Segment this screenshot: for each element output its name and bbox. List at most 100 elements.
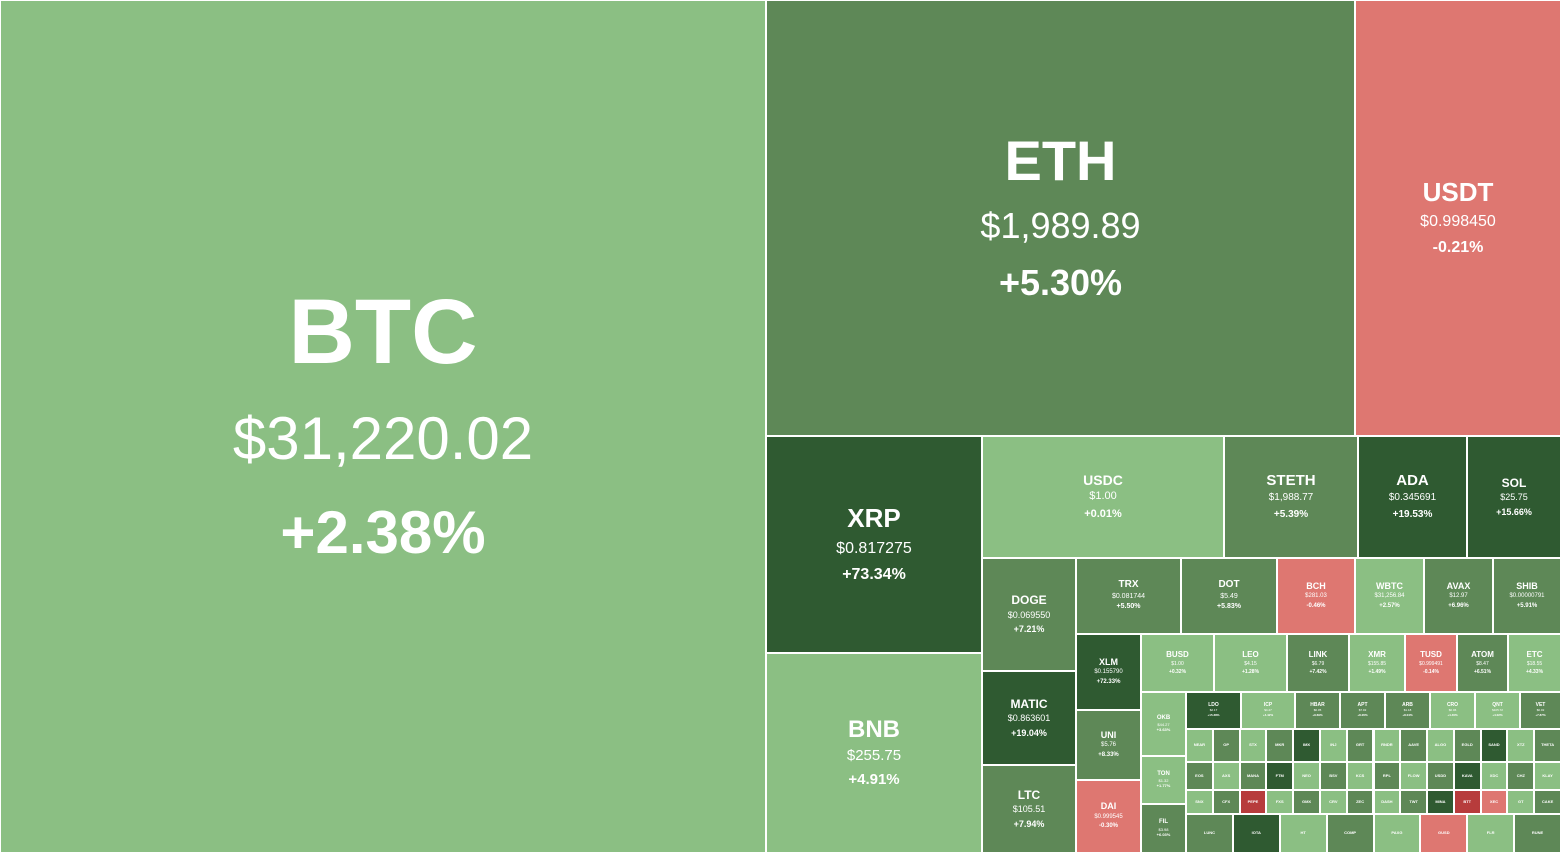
tile-hbar[interactable]: HBAR $0.05 +9.69%: [1295, 692, 1340, 729]
tile-avax[interactable]: AVAX $12.97 +6.96%: [1424, 558, 1493, 634]
tile-usdt[interactable]: USDT $0.998450 -0.21%: [1355, 0, 1561, 436]
tile-imx[interactable]: IMX: [1293, 729, 1320, 762]
tile-symbol: HBAR: [1310, 702, 1325, 709]
tile-wbtc[interactable]: WBTC $31,256.84 +2.57%: [1355, 558, 1424, 634]
tile-xtz[interactable]: XTZ: [1507, 729, 1535, 762]
tile-ht[interactable]: HT: [1279, 814, 1327, 853]
tile-arb[interactable]: ARB $1.18 +8.04%: [1385, 692, 1430, 729]
tile-usdc[interactable]: USDC $1.00 +0.01%: [982, 436, 1224, 558]
tile-kava[interactable]: KAVA: [1453, 762, 1481, 790]
tile-dot[interactable]: DOT $5.49 +5.83%: [1181, 558, 1277, 634]
tile-tusd[interactable]: TUSD $0.999491 -0.14%: [1405, 634, 1457, 692]
tile-iota[interactable]: IOTA: [1232, 814, 1280, 853]
tile-axs[interactable]: AXS: [1212, 762, 1240, 790]
tile-stx[interactable]: STX: [1239, 729, 1267, 762]
tile-bsv[interactable]: BSV: [1319, 762, 1347, 790]
tile-leo[interactable]: LEO $4.15 +1.28%: [1214, 634, 1287, 692]
tile-gt[interactable]: GT: [1507, 790, 1535, 814]
tile-usdd[interactable]: USDD: [1427, 762, 1454, 790]
tile-btt[interactable]: BTT: [1453, 790, 1481, 814]
tile-kcs[interactable]: KCS: [1346, 762, 1374, 790]
tile-chz[interactable]: CHZ: [1507, 762, 1535, 790]
tile-gusd[interactable]: GUSD: [1420, 814, 1468, 853]
tile-cfx[interactable]: CFX: [1212, 790, 1240, 814]
tile-etc[interactable]: ETC $18.55 +4.33%: [1508, 634, 1561, 692]
tile-price: $6.79: [1311, 661, 1325, 668]
tile-mkr[interactable]: MKR: [1266, 729, 1294, 762]
tile-symbol: ZEC: [1356, 798, 1365, 804]
tile-paxg[interactable]: PAXG: [1373, 814, 1421, 853]
tile-bch[interactable]: BCH $281.03 -0.46%: [1277, 558, 1355, 634]
tile-btc[interactable]: BTC $31,220.02 +2.38%: [0, 0, 766, 853]
tile-inj[interactable]: INJ: [1319, 729, 1347, 762]
tile-mana[interactable]: MANA: [1239, 762, 1267, 790]
tile-op[interactable]: OP: [1212, 729, 1240, 762]
tile-symbol: IOTA: [1251, 830, 1261, 836]
tile-neo[interactable]: NEO: [1293, 762, 1320, 790]
tile-sol[interactable]: SOL $25.75 +15.66%: [1467, 436, 1561, 558]
tile-xec[interactable]: XEC: [1480, 790, 1508, 814]
tile-matic[interactable]: MATIC $0.863601 +19.04%: [982, 671, 1076, 765]
tile-flr[interactable]: FLR: [1467, 814, 1515, 853]
tile-egld[interactable]: EGLD: [1453, 729, 1481, 762]
tile-gmx[interactable]: GMX: [1293, 790, 1320, 814]
tile-okb[interactable]: OKB $44.27 +3.63%: [1141, 692, 1186, 756]
tile-shib[interactable]: SHIB $0.00000791 +5.91%: [1493, 558, 1561, 634]
tile-xmr[interactable]: XMR $155.85 +1.49%: [1349, 634, 1405, 692]
tile-eos[interactable]: EOS: [1186, 762, 1213, 790]
tile-comp[interactable]: COMP: [1326, 814, 1374, 853]
tile-fxs[interactable]: FXS: [1266, 790, 1294, 814]
tile-symbol: FIL: [1159, 819, 1168, 826]
tile-trx[interactable]: TRX $0.081744 +5.50%: [1076, 558, 1181, 634]
tile-steth[interactable]: STETH $1,988.77 +5.39%: [1224, 436, 1358, 558]
tile-rune[interactable]: RUNE: [1514, 814, 1561, 853]
tile-near[interactable]: NEAR: [1186, 729, 1213, 762]
tile-ada[interactable]: ADA $0.345691 +19.53%: [1358, 436, 1467, 558]
tile-lunc[interactable]: LUNC: [1186, 814, 1233, 853]
tile-xlm[interactable]: XLM $0.155790 +72.33%: [1076, 634, 1141, 710]
tile-theta[interactable]: THETA: [1534, 729, 1561, 762]
tile-pepe[interactable]: PEPE: [1239, 790, 1267, 814]
tile-grt[interactable]: GRT: [1346, 729, 1374, 762]
tile-mina[interactable]: MINA: [1427, 790, 1454, 814]
tile-flow[interactable]: FLOW: [1400, 762, 1428, 790]
tile-fil[interactable]: FIL $3.98 +6.03%: [1141, 804, 1186, 853]
tile-aave[interactable]: AAVE: [1400, 729, 1428, 762]
tile-rndr[interactable]: RNDR: [1373, 729, 1401, 762]
tile-rpl[interactable]: RPL: [1373, 762, 1401, 790]
tile-bnb[interactable]: BNB $255.75 +4.91%: [766, 653, 982, 853]
tile-busd[interactable]: BUSD $1.00 +0.32%: [1141, 634, 1214, 692]
tile-atom[interactable]: ATOM $8.47 +6.51%: [1457, 634, 1508, 692]
tile-qnt[interactable]: QNT $105.72 +4.02%: [1475, 692, 1520, 729]
tile-snx[interactable]: SNX: [1186, 790, 1213, 814]
tile-sand[interactable]: SAND: [1480, 729, 1508, 762]
tile-zec[interactable]: ZEC: [1346, 790, 1374, 814]
tile-algo[interactable]: ALGO: [1427, 729, 1454, 762]
tile-klay[interactable]: KLAY: [1534, 762, 1561, 790]
tile-ftm[interactable]: FTM: [1266, 762, 1294, 790]
tile-ldo[interactable]: LDO $2.17 +15.38%: [1186, 692, 1241, 729]
tile-eth[interactable]: ETH $1,989.89 +5.30%: [766, 0, 1355, 436]
tile-cake[interactable]: CAKE: [1534, 790, 1561, 814]
tile-symbol: ETH: [1004, 129, 1117, 192]
tile-symbol: EGLD: [1461, 742, 1473, 748]
tile-price: $105.72: [1492, 708, 1503, 713]
tile-vet[interactable]: VET $0.02 +7.87%: [1520, 692, 1561, 729]
tile-icp[interactable]: ICP $4.47 +4.42%: [1241, 692, 1295, 729]
tile-twt[interactable]: TWT: [1400, 790, 1428, 814]
tile-dai[interactable]: DAI $0.999545 -0.30%: [1076, 780, 1141, 853]
tile-dash[interactable]: DASH: [1373, 790, 1401, 814]
tile-change: +5.30%: [998, 261, 1123, 303]
tile-link[interactable]: LINK $6.79 +7.42%: [1287, 634, 1349, 692]
tile-uni[interactable]: UNI $5.76 +8.33%: [1076, 710, 1141, 780]
tile-doge[interactable]: DOGE $0.069550 +7.21%: [982, 558, 1076, 671]
tile-ltc[interactable]: LTC $105.51 +7.94%: [982, 765, 1076, 853]
tile-ton[interactable]: TON $1.32 +1.77%: [1141, 756, 1186, 804]
tile-symbol: KCS: [1355, 772, 1365, 778]
tile-xdc[interactable]: XDC: [1480, 762, 1508, 790]
tile-crv[interactable]: CRV: [1319, 790, 1347, 814]
tile-cro[interactable]: CRO $0.06 +4.46%: [1430, 692, 1475, 729]
tile-change: +7.87%: [1535, 713, 1546, 718]
tile-xrp[interactable]: XRP $0.817275 +73.34%: [766, 436, 982, 653]
tile-apt[interactable]: APT $7.02 +8.26%: [1340, 692, 1385, 729]
